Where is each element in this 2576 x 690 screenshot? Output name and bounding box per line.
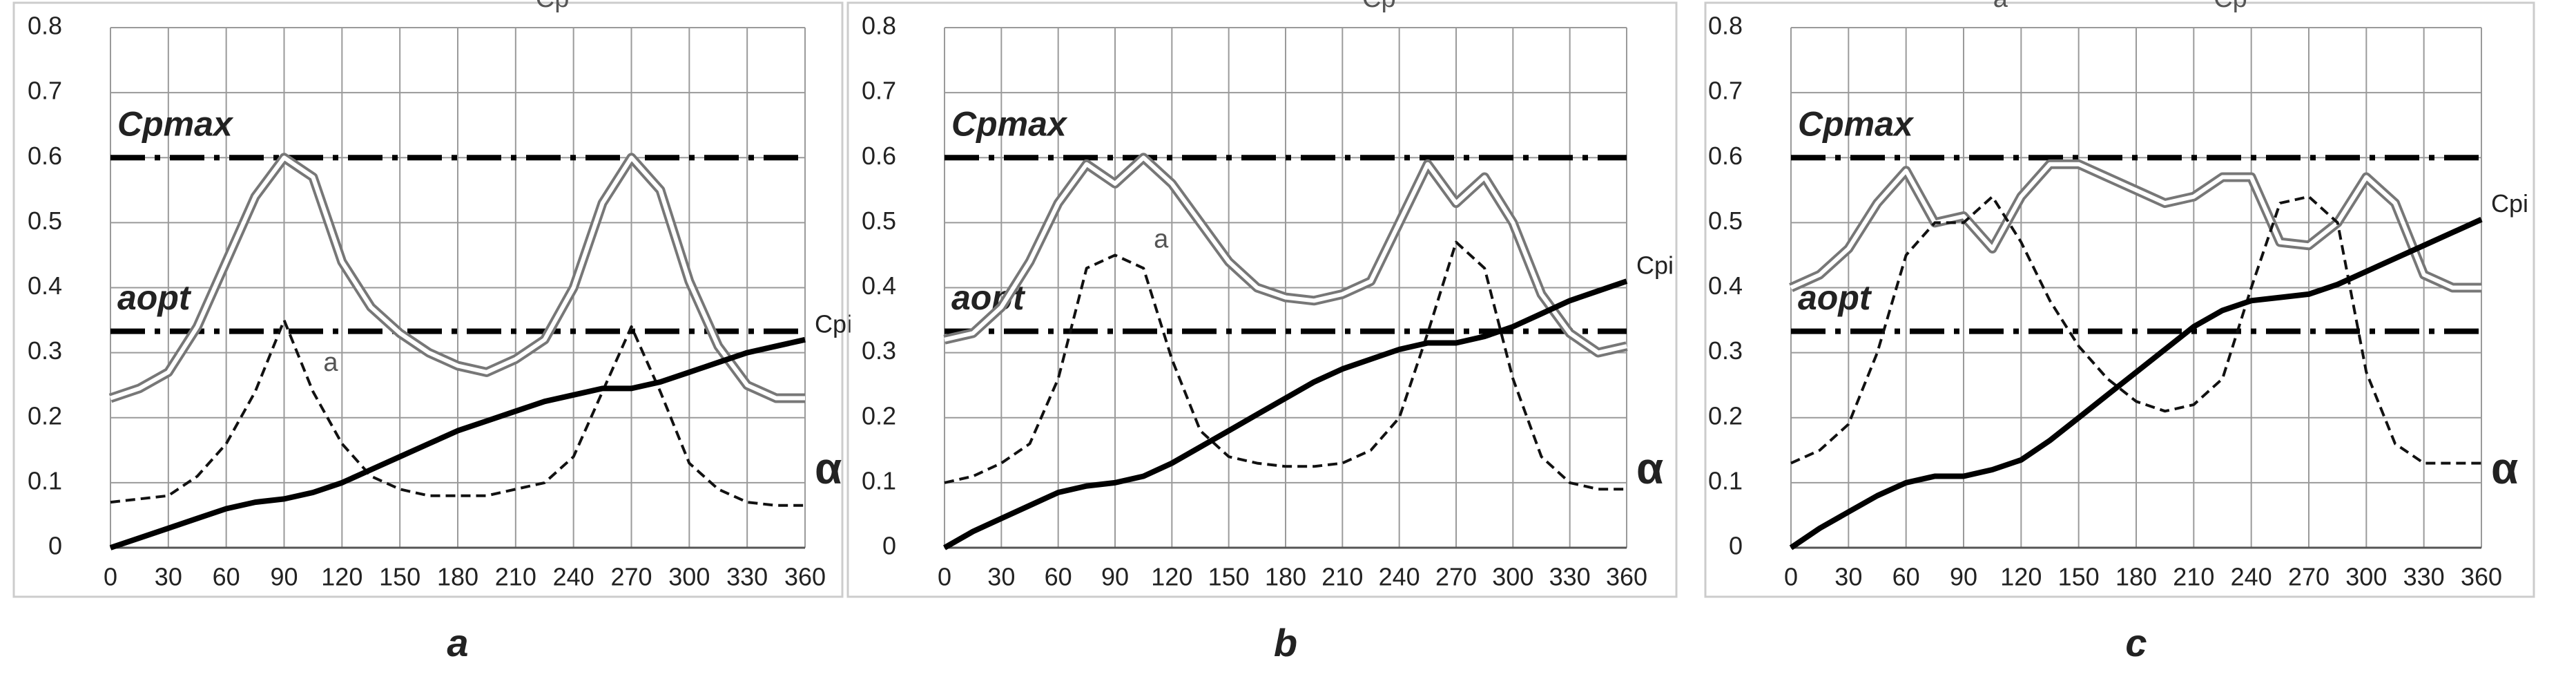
x-tick-label: 270 bbox=[610, 563, 652, 591]
x-tick-label: 300 bbox=[2345, 563, 2387, 591]
series-line-inner bbox=[110, 155, 805, 401]
y-tick-label: 0.5 bbox=[862, 207, 896, 235]
series-label: Cp bbox=[1362, 0, 1396, 13]
series-line bbox=[110, 318, 805, 507]
x-tick-label: 240 bbox=[553, 563, 594, 591]
x-axis-label: α bbox=[2491, 443, 2518, 493]
panel-frame bbox=[12, 1, 844, 598]
x-tick-label: 300 bbox=[1492, 563, 1533, 591]
x-tick-label: 30 bbox=[1834, 563, 1862, 591]
panel-label: b bbox=[1274, 621, 1297, 664]
x-tick-label: 150 bbox=[2058, 563, 2100, 591]
x-tick-label: 90 bbox=[1101, 563, 1129, 591]
reference-label: Cpmax bbox=[951, 104, 1068, 143]
x-tick-label: 90 bbox=[270, 563, 298, 591]
series-label: Cpi bbox=[2491, 189, 2528, 218]
x-tick-label: 30 bbox=[987, 563, 1015, 591]
x-tick-label: 210 bbox=[495, 563, 536, 591]
x-tick-label: 240 bbox=[1379, 563, 1420, 591]
x-tick-label: 150 bbox=[1208, 563, 1250, 591]
x-tick-label: 180 bbox=[437, 563, 478, 591]
y-tick-label: 0.3 bbox=[1708, 336, 1743, 365]
y-tick-label: 0.4 bbox=[1708, 271, 1743, 300]
y-tick-label: 0.5 bbox=[28, 207, 62, 235]
x-tick-label: 60 bbox=[1892, 563, 1920, 591]
x-tick-label: 330 bbox=[2403, 563, 2445, 591]
series-line bbox=[109, 336, 806, 550]
x-tick-label: 0 bbox=[1784, 563, 1798, 591]
x-tick-label: 270 bbox=[1435, 563, 1477, 591]
y-tick-label: 0 bbox=[882, 532, 896, 560]
reference-label: aopt bbox=[1798, 278, 1872, 317]
series-line bbox=[1790, 195, 2481, 465]
series-line-inner bbox=[944, 155, 1627, 355]
y-tick-label: 0.2 bbox=[1708, 401, 1743, 430]
x-tick-label: 360 bbox=[1606, 563, 1647, 591]
series-line bbox=[943, 278, 1628, 550]
series-label: Cp bbox=[2214, 0, 2247, 13]
reference-label: Cpmax bbox=[117, 104, 234, 143]
y-tick-label: 0.6 bbox=[862, 142, 896, 170]
y-tick-label: 0.3 bbox=[28, 336, 62, 365]
panel-frame bbox=[846, 1, 1678, 598]
x-tick-label: 120 bbox=[321, 563, 362, 591]
x-tick-label: 0 bbox=[104, 563, 117, 591]
y-tick-label: 0.1 bbox=[1708, 466, 1743, 495]
series-line bbox=[944, 240, 1627, 491]
x-tick-label: 360 bbox=[784, 563, 826, 591]
y-tick-label: 0.8 bbox=[28, 12, 62, 40]
y-tick-label: 0.1 bbox=[862, 466, 896, 495]
y-tick-label: 0.7 bbox=[1708, 77, 1743, 105]
y-tick-label: 0.8 bbox=[1708, 12, 1743, 40]
y-tick-label: 0 bbox=[1729, 532, 1743, 560]
series-line-inner bbox=[1790, 162, 2481, 290]
reference-label: Cpmax bbox=[1798, 104, 1915, 143]
y-tick-label: 0.4 bbox=[862, 271, 896, 300]
panel-label: c bbox=[2125, 621, 2147, 664]
panel-label: a bbox=[447, 621, 468, 664]
y-tick-label: 0.6 bbox=[1708, 142, 1743, 170]
x-axis-label: α bbox=[815, 443, 842, 493]
y-tick-label: 0.7 bbox=[862, 77, 896, 105]
x-tick-label: 210 bbox=[1321, 563, 1363, 591]
panel-frame bbox=[1704, 1, 2535, 598]
y-tick-label: 0.6 bbox=[28, 142, 62, 170]
y-tick-label: 0.8 bbox=[862, 12, 896, 40]
x-tick-label: 360 bbox=[2461, 563, 2502, 591]
series-label: a bbox=[1993, 0, 2008, 13]
x-tick-label: 120 bbox=[2000, 563, 2042, 591]
x-tick-label: 0 bbox=[938, 563, 951, 591]
series-label: a bbox=[1154, 224, 1169, 253]
x-tick-label: 180 bbox=[1265, 563, 1306, 591]
x-tick-label: 270 bbox=[2288, 563, 2330, 591]
x-tick-label: 120 bbox=[1151, 563, 1192, 591]
y-tick-label: 0.3 bbox=[862, 336, 896, 365]
x-tick-label: 330 bbox=[1549, 563, 1591, 591]
x-tick-label: 60 bbox=[1045, 563, 1072, 591]
y-tick-label: 0.7 bbox=[28, 77, 62, 105]
x-tick-label: 30 bbox=[155, 563, 182, 591]
x-tick-label: 60 bbox=[213, 563, 240, 591]
x-tick-label: 330 bbox=[726, 563, 768, 591]
x-tick-label: 90 bbox=[1950, 563, 1977, 591]
x-tick-label: 300 bbox=[668, 563, 710, 591]
y-tick-label: 0.1 bbox=[28, 466, 62, 495]
reference-label: aopt bbox=[117, 278, 192, 317]
y-tick-label: 0 bbox=[48, 532, 62, 560]
y-tick-label: 0.5 bbox=[1708, 207, 1743, 235]
x-tick-label: 180 bbox=[2115, 563, 2157, 591]
series-label: Cpi bbox=[815, 309, 852, 338]
series-line bbox=[1789, 217, 2483, 550]
y-tick-label: 0.4 bbox=[28, 271, 62, 300]
series-label: Cpi bbox=[1636, 251, 1674, 280]
x-tick-label: 150 bbox=[379, 563, 420, 591]
y-tick-label: 0.2 bbox=[28, 401, 62, 430]
y-tick-label: 0.2 bbox=[862, 401, 896, 430]
x-axis-label: α bbox=[1636, 443, 1663, 493]
series-label: Cp bbox=[536, 0, 570, 13]
x-tick-label: 240 bbox=[2231, 563, 2272, 591]
series-label: a bbox=[323, 348, 338, 377]
x-tick-label: 210 bbox=[2173, 563, 2214, 591]
